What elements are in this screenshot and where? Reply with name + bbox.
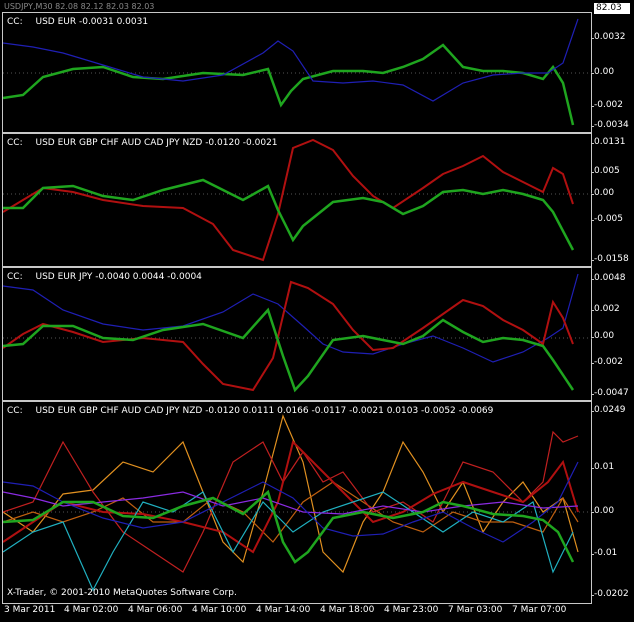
- copyright-text: X-Trader, © 2001-2010 MetaQuotes Softwar…: [7, 588, 237, 598]
- usd-line: [3, 178, 575, 251]
- indicator-pane-4[interactable]: CC: USD EUR GBP CHF AUD CAD JPY NZD -0.0…: [2, 401, 593, 604]
- nzd-line: [3, 491, 574, 592]
- aud-line: [3, 414, 579, 574]
- time-axis-label: 4 Mar 06:00: [128, 605, 183, 615]
- gbp-line: [3, 138, 574, 262]
- time-axis-label: 7 Mar 07:00: [512, 605, 567, 615]
- pane-4-tick: 0.00: [590, 506, 615, 516]
- pane-2-title: CC: USD EUR GBP CHF AUD CAD JPY NZD -0.0…: [7, 138, 278, 148]
- red-thick-line: [3, 440, 579, 554]
- eur-line: [3, 18, 579, 102]
- cad-line: [3, 491, 579, 515]
- pane-3-tick: 0.0048: [591, 273, 626, 283]
- time-axis-label: 4 Mar 23:00: [384, 605, 439, 615]
- usd-line: [3, 307, 575, 393]
- pane-1-tick: 0.00: [590, 67, 615, 77]
- pane-2-tick: 0.00: [590, 188, 615, 198]
- time-axis-label: 7 Mar 03:00: [448, 605, 503, 615]
- pane-2-tick: -0.005: [590, 214, 624, 224]
- jpy-line: [3, 280, 574, 392]
- pane-3-label: CC:: [7, 272, 23, 282]
- usd-line: [3, 489, 575, 564]
- eur-line: [3, 273, 579, 363]
- pane-4-plot: [3, 414, 593, 592]
- pane-3-title: CC: USD EUR JPY -0.0040 0.0044 -0.0004: [7, 272, 202, 282]
- time-axis-label: 4 Mar 18:00: [320, 605, 375, 615]
- pane-3-tick: 0.002: [591, 304, 620, 314]
- indicator-pane-1[interactable]: CC: USD EUR -0.0031 0.0031: [2, 12, 593, 133]
- pane-4-tick: 0.0249: [591, 405, 626, 415]
- pane-2-tick: 0.0131: [591, 137, 626, 147]
- pane-1-title: CC: USD EUR -0.0031 0.0031: [7, 17, 148, 27]
- pane-4-tick: -0.01: [590, 548, 618, 558]
- eur-line: [3, 461, 579, 543]
- time-axis-label: 4 Mar 10:00: [192, 605, 247, 615]
- time-axis-label: 3 Mar 2011: [4, 605, 56, 615]
- pane-3-tick: 0.00: [590, 331, 615, 341]
- time-axis-label: 4 Mar 02:00: [64, 605, 119, 615]
- pane-4-label: CC:: [7, 406, 23, 416]
- pane-4-values: USD EUR GBP CHF AUD CAD JPY NZD -0.0120 …: [35, 406, 494, 416]
- pane-2-values: USD EUR GBP CHF AUD CAD JPY NZD -0.0120 …: [35, 138, 278, 148]
- symbol-header: USDJPY,M30 82.08 82.12 82.03 82.03: [4, 2, 155, 11]
- pane-4-tick: -0.0202: [591, 589, 629, 599]
- pane-3-tick: -0.0047: [591, 388, 629, 398]
- pane-2-tick: 0.005: [591, 166, 620, 176]
- time-axis-label: 4 Mar 14:00: [256, 605, 311, 615]
- pane-3-values: USD EUR JPY -0.0040 0.0044 -0.0004: [35, 272, 202, 282]
- pane-4-title: CC: USD EUR GBP CHF AUD CAD JPY NZD -0.0…: [7, 406, 493, 416]
- pane-2-tick: -0.0158: [591, 254, 629, 264]
- pane-1-label: CC:: [7, 17, 23, 27]
- pane-2-plot: [3, 138, 593, 262]
- usd-line: [3, 43, 575, 126]
- pane-3-plot: [3, 273, 593, 393]
- pane-1-plot: [3, 18, 593, 126]
- pane-3-tick: -0.002: [590, 357, 624, 367]
- pane-2-label: CC:: [7, 138, 23, 148]
- pane-4-tick: 0.01: [590, 462, 615, 472]
- current-price-label: 82.03: [594, 3, 630, 14]
- pane-1-values: USD EUR -0.0031 0.0031: [35, 17, 149, 27]
- indicator-pane-3[interactable]: CC: USD EUR JPY -0.0040 0.0044 -0.0004: [2, 267, 593, 401]
- pane-1-tick: -0.0034: [591, 120, 629, 130]
- pane-1-tick: 0.0032: [591, 32, 626, 42]
- pane-1-tick: -0.002: [590, 100, 624, 110]
- indicator-pane-2[interactable]: CC: USD EUR GBP CHF AUD CAD JPY NZD -0.0…: [2, 133, 593, 267]
